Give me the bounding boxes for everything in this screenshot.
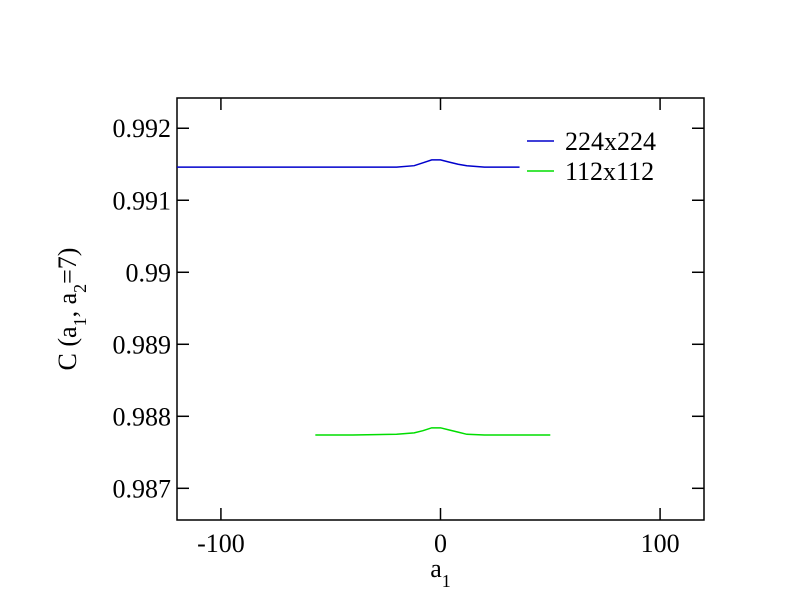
legend-label: 112x112: [565, 157, 654, 186]
legend-label: 224x224: [565, 127, 656, 156]
series-line: [177, 159, 520, 168]
y-axis-label-part: C (a: [53, 326, 82, 371]
x-axis-label-part: 1: [442, 571, 451, 591]
y-tick-label: 0.992: [113, 114, 172, 143]
y-axis-label-part: 2: [70, 284, 90, 293]
x-tick-label: 100: [641, 529, 680, 558]
y-axis-label-part: 1: [70, 317, 90, 326]
y-tick-label: 0.991: [113, 186, 172, 215]
x-axis-label-part: a: [430, 554, 442, 583]
y-tick-label: 0.988: [113, 402, 172, 431]
x-tick-label: 0: [434, 529, 447, 558]
y-axis-label-part: =7): [53, 248, 82, 284]
series-line: [315, 427, 551, 436]
y-tick-label: 0.99: [126, 258, 172, 287]
y-tick-label: 0.989: [113, 330, 172, 359]
x-tick-label: -100: [197, 529, 245, 558]
y-axis-label: C (a1, a2=7): [53, 248, 90, 371]
y-axis-label-part: , a: [53, 292, 82, 317]
y-tick-label: 0.987: [113, 474, 172, 503]
x-axis-label: a1: [430, 554, 451, 591]
